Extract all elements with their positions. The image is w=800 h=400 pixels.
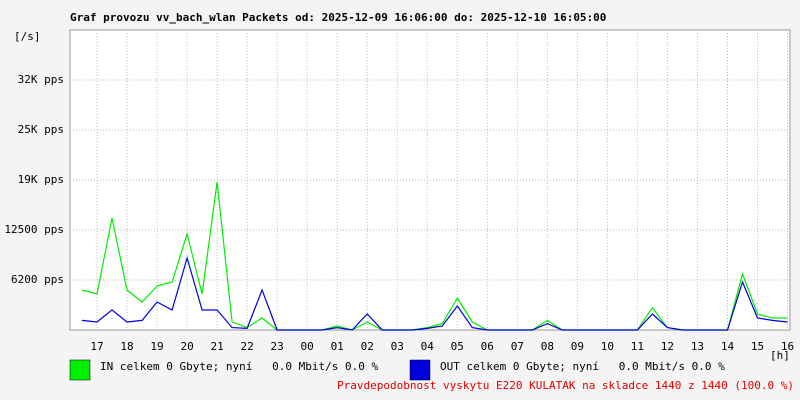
x-tick-label: 15	[751, 340, 764, 353]
x-tick-label: 13	[691, 340, 704, 353]
x-tick-label: 12	[661, 340, 674, 353]
legend-swatch	[409, 359, 431, 381]
y-tick-label: 19K pps	[18, 173, 64, 186]
y-tick-label: 32K pps	[18, 73, 64, 86]
chart-title: Graf provozu vv_bach_wlan Packets od: 20…	[70, 11, 606, 24]
x-tick-label: 20	[180, 340, 193, 353]
y-tick-label: 6200 pps	[11, 273, 64, 286]
y-tick-label: 25K pps	[18, 123, 64, 136]
legend-swatch	[69, 359, 91, 381]
series-line	[81, 255, 788, 331]
y-unit: [/s]	[14, 30, 41, 43]
x-tick-label: 07	[511, 340, 524, 353]
x-tick-label: 21	[210, 340, 223, 353]
x-tick-label: 00	[301, 340, 314, 353]
x-tick-label: 14	[721, 340, 735, 353]
y-tick-label: 12500 pps	[4, 223, 64, 236]
x-tick-label: 03	[391, 340, 404, 353]
legend-label: IN celkem 0 Gbyte; nyní 0.0 Mbit/s 0.0 %	[100, 360, 379, 373]
x-tick-label: 23	[271, 340, 284, 353]
legend-label: OUT celkem 0 Gbyte; nyní 0.0 Mbit/s 0.0 …	[440, 360, 725, 373]
x-tick-label: 10	[601, 340, 614, 353]
x-tick-label: 09	[571, 340, 584, 353]
x-tick-label: 19	[150, 340, 163, 353]
x-tick-label: 02	[361, 340, 374, 353]
x-tick-label: 04	[421, 340, 435, 353]
x-tick-label: 06	[481, 340, 494, 353]
x-unit: [h]	[770, 349, 790, 362]
x-tick-label: 01	[331, 340, 344, 353]
footer: Pravdepodobnost vyskytu E220 KULATAK na …	[337, 379, 794, 392]
x-tick-label: 17	[90, 340, 103, 353]
x-tick-label: 22	[241, 340, 254, 353]
x-tick-label: 18	[120, 340, 133, 353]
x-tick-label: 08	[541, 340, 554, 353]
x-tick-label: 05	[451, 340, 464, 353]
x-tick-label: 16	[781, 340, 794, 353]
x-tick-label: 11	[631, 340, 644, 353]
